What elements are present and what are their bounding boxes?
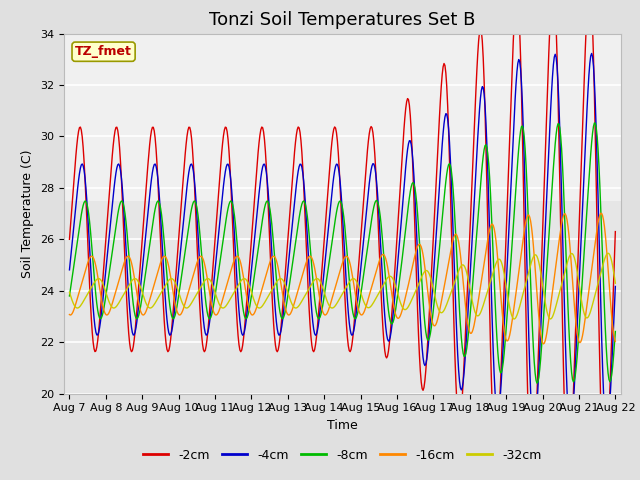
-32cm: [162, 281, 170, 287]
Line: -16cm: -16cm: [70, 213, 615, 344]
Line: -4cm: -4cm: [70, 53, 615, 432]
-16cm: [430, 323, 438, 329]
-8cm: [611, 329, 619, 335]
-2cm: [527, 477, 535, 480]
-2cm: [206, 305, 214, 311]
X-axis label: Time: Time: [327, 419, 358, 432]
-16cm: [206, 291, 214, 297]
-4cm: [206, 317, 214, 323]
-16cm: [540, 341, 547, 347]
Line: -32cm: -32cm: [70, 253, 615, 319]
-4cm: [312, 331, 320, 337]
-32cm: [510, 316, 518, 322]
-2cm: [66, 237, 74, 242]
-8cm: [430, 301, 438, 307]
-4cm: [611, 284, 619, 289]
-4cm: [162, 306, 170, 312]
-8cm: [66, 293, 74, 299]
-4cm: [477, 95, 484, 101]
-2cm: [430, 222, 438, 228]
-8cm: [387, 321, 395, 326]
-2cm: [312, 335, 320, 340]
-2cm: [387, 320, 395, 325]
-8cm: [477, 183, 484, 189]
-16cm: [597, 210, 605, 216]
-16cm: [66, 312, 74, 317]
-16cm: [387, 287, 395, 293]
-8cm: [533, 380, 541, 386]
-32cm: [206, 277, 214, 283]
-32cm: [66, 289, 74, 295]
Text: TZ_fmet: TZ_fmet: [75, 45, 132, 58]
Bar: [64, 21, 621, 201]
-2cm: [162, 341, 170, 347]
Y-axis label: Soil Temperature (C): Soil Temperature (C): [22, 149, 35, 278]
-4cm: [387, 329, 395, 335]
-2cm: [477, 25, 484, 31]
-4cm: [588, 50, 595, 56]
-8cm: [591, 120, 598, 126]
Legend: -2cm, -4cm, -8cm, -16cm, -32cm: -2cm, -4cm, -8cm, -16cm, -32cm: [138, 444, 547, 467]
-4cm: [66, 267, 74, 273]
-32cm: [312, 276, 320, 282]
-16cm: [162, 255, 170, 261]
Line: -8cm: -8cm: [70, 123, 615, 383]
Title: Tonzi Soil Temperatures Set B: Tonzi Soil Temperatures Set B: [209, 11, 476, 29]
-32cm: [604, 251, 612, 256]
Line: -2cm: -2cm: [70, 0, 615, 480]
-8cm: [206, 316, 214, 322]
-32cm: [387, 274, 395, 279]
Bar: [64, 201, 621, 407]
-32cm: [430, 289, 438, 295]
-8cm: [162, 262, 170, 268]
-16cm: [611, 339, 619, 345]
-8cm: [312, 310, 320, 315]
-4cm: [531, 429, 538, 434]
-32cm: [611, 280, 619, 286]
-16cm: [312, 276, 320, 281]
-16cm: [477, 284, 484, 290]
-32cm: [477, 310, 484, 316]
-4cm: [430, 265, 438, 271]
-2cm: [611, 229, 619, 235]
